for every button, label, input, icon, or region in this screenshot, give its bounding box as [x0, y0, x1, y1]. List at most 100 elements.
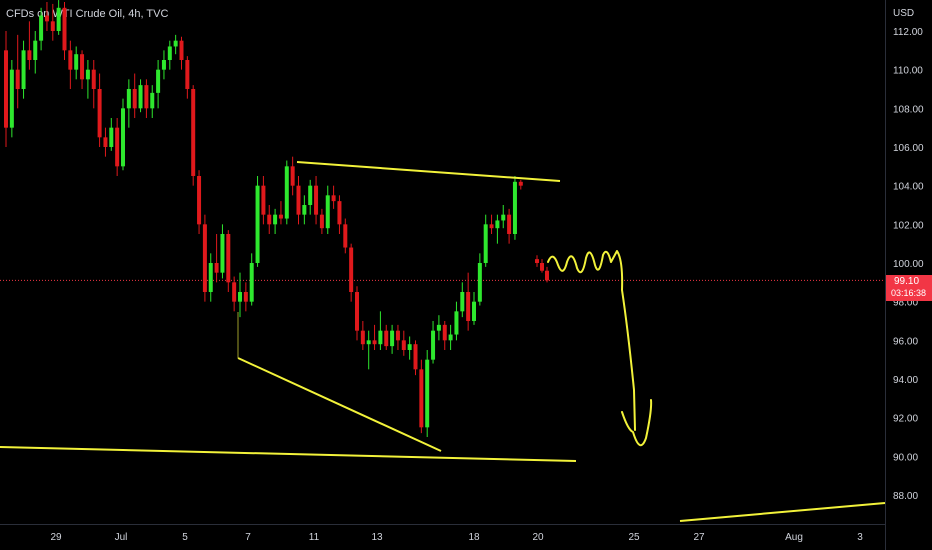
candle-body [460, 292, 465, 312]
candle-body [179, 40, 184, 60]
x-tick-label: 25 [628, 532, 640, 543]
candle-body [156, 69, 161, 93]
candle-body [413, 344, 418, 370]
time-axis-separator [0, 524, 885, 525]
x-tick-label: Aug [785, 532, 803, 543]
candle-body [378, 330, 383, 345]
candle-body [535, 259, 539, 263]
candle-body [331, 195, 336, 202]
y-tick-label: 102.00 [893, 220, 924, 231]
rising-line [679, 502, 886, 522]
candle-body [4, 50, 8, 128]
candle-body [15, 69, 20, 89]
candle-body [220, 234, 225, 273]
projected-path-drawing [547, 250, 653, 447]
y-tick-label: 112.00 [893, 27, 923, 38]
x-tick-label: 29 [50, 532, 62, 543]
candle-body [39, 15, 44, 41]
candle-body [372, 340, 377, 345]
candle-body [202, 224, 207, 292]
x-tick-label: 27 [693, 532, 705, 543]
candle-body [290, 166, 295, 186]
candle-body [167, 46, 172, 60]
candle-body [325, 195, 330, 229]
candle-body [431, 330, 436, 360]
candle-body [401, 340, 406, 350]
candle-body [27, 50, 32, 60]
candle-body [472, 301, 476, 321]
candle-body [425, 359, 430, 428]
y-tick-label: 98.00 [893, 298, 918, 309]
candle-body [477, 263, 482, 302]
candle-body [454, 311, 459, 335]
candle-body [132, 89, 137, 109]
candle-body [115, 127, 120, 167]
candle-body [249, 263, 254, 302]
y-tick-label: 88.00 [893, 491, 918, 502]
candle-body [448, 334, 453, 341]
candle-body [33, 40, 38, 60]
lower-trendline [237, 357, 442, 452]
candle-body [74, 54, 79, 70]
candle-body [50, 21, 55, 31]
candle-body [495, 220, 500, 229]
candle-body [355, 292, 359, 331]
candle-body [103, 137, 108, 147]
candle-body [436, 324, 441, 331]
candle-body [518, 181, 523, 186]
upper-trendline [296, 161, 561, 182]
candle-body [384, 330, 389, 347]
x-tick-label: 20 [532, 532, 544, 543]
candle-body [273, 214, 278, 225]
candle-body [296, 185, 301, 215]
y-tick-label: 92.00 [893, 414, 918, 425]
candle-body [44, 15, 49, 22]
candle-body [337, 201, 342, 225]
candle-body [150, 92, 155, 109]
candle-body [185, 60, 190, 89]
y-tick-label: 104.00 [893, 182, 924, 193]
candle-body [138, 85, 143, 109]
candle-body [483, 224, 488, 263]
candle-countdown: 03:16:38 [891, 288, 927, 298]
candle-body [144, 85, 149, 109]
y-tick-label: 108.00 [893, 104, 924, 115]
support-line [0, 446, 577, 462]
candle-body [442, 324, 447, 341]
candle-body [360, 330, 365, 345]
candle-body [226, 234, 231, 283]
candle-body [419, 369, 424, 428]
y-tick-label: 110.00 [893, 66, 923, 77]
candle-body [9, 69, 14, 128]
current-price-badge: 99.10 03:16:38 [886, 275, 932, 301]
y-tick-label: 106.00 [893, 143, 924, 154]
candle-body [284, 166, 289, 219]
candle-body [214, 263, 219, 273]
y-tick-label: 96.00 [893, 336, 918, 347]
x-tick-label: Jul [115, 532, 128, 543]
candle-body [197, 176, 202, 225]
candle-body [395, 330, 400, 341]
candle-body [512, 181, 517, 234]
candle-body [255, 185, 260, 263]
y-tick-label: 90.00 [893, 452, 918, 463]
candle-body [238, 292, 242, 302]
candle-body [489, 224, 494, 229]
candle-body [501, 214, 506, 221]
x-tick-label: 3 [857, 532, 863, 543]
candle-body [56, 7, 61, 32]
candle-body [407, 344, 412, 350]
candle-body [540, 263, 544, 271]
candle-body [349, 247, 354, 292]
candle-body [466, 292, 471, 321]
candle-body [302, 205, 307, 215]
candle-body [366, 340, 371, 345]
x-tick-label: 18 [468, 532, 480, 543]
candle-body [161, 60, 166, 70]
x-tick-label: 11 [309, 532, 320, 543]
candle-body [208, 263, 213, 292]
candle-body [21, 50, 26, 89]
candle-body [62, 7, 67, 51]
candle-body [507, 214, 512, 234]
